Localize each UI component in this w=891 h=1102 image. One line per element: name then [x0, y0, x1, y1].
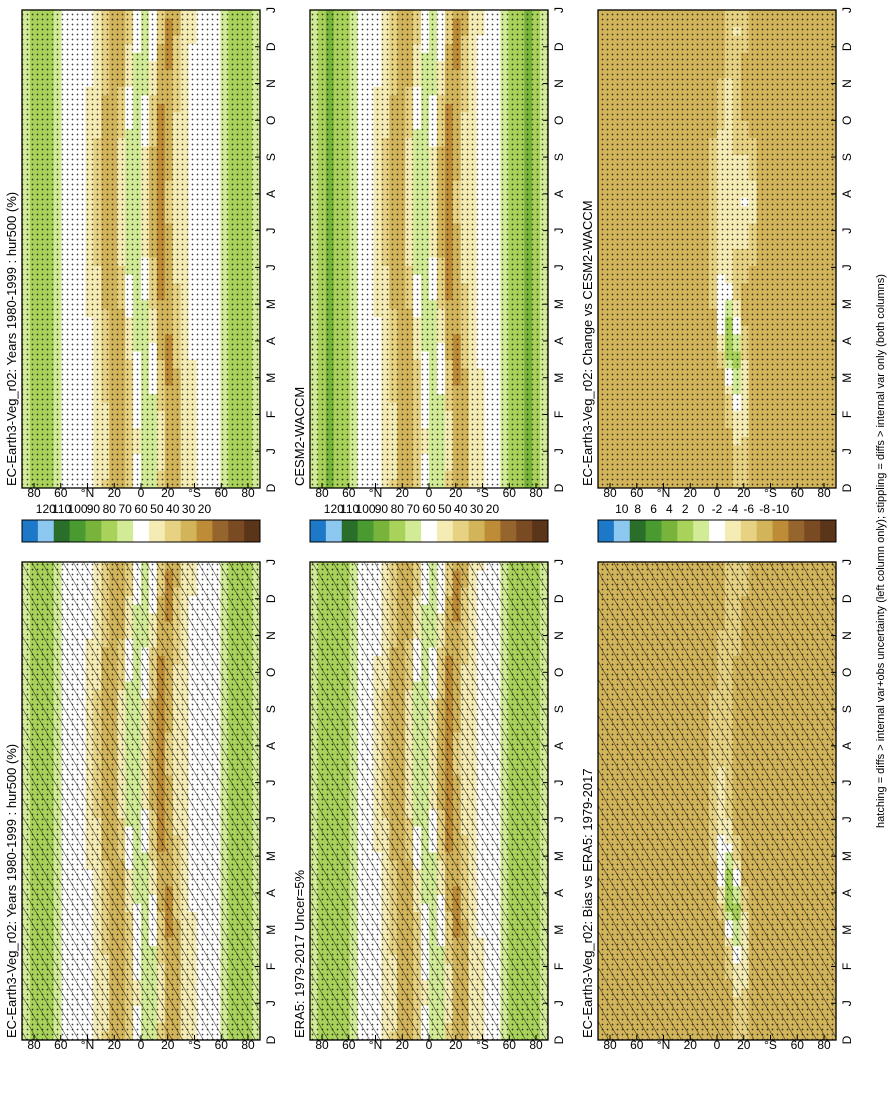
y-tick-label: 80 — [27, 486, 41, 500]
colorbar-swatch — [148, 520, 166, 542]
x-tick-label: J — [264, 1000, 278, 1006]
y-tick-label: 60 — [215, 486, 229, 500]
colorbar-swatch — [133, 520, 150, 542]
colorbar-swatch — [53, 520, 71, 542]
colorbar-swatch — [196, 520, 213, 542]
x-tick-label: S — [264, 705, 278, 713]
y-tick-label: 80 — [241, 486, 255, 500]
x-tick-label: A — [264, 742, 278, 750]
y-tick-label: 60 — [215, 1038, 229, 1052]
x-tick-label: O — [264, 668, 278, 677]
chart-panel-1: EC-Earth3-Veg_r02: Years 1980-1999 : hur… — [4, 502, 278, 1052]
x-tick-label: A — [264, 889, 278, 897]
colorbar-label: 70 — [118, 502, 132, 516]
panel-title: EC-Earth3-Veg_r02: Years 1980-1999 : hur… — [4, 744, 19, 1038]
colorbar-swatch — [69, 520, 86, 542]
x-tick-label: J — [264, 264, 278, 270]
x-tick-label: J — [264, 228, 278, 234]
colorbar-swatch — [85, 520, 102, 542]
x-tick-label: A — [264, 190, 278, 198]
colorbar-swatch — [37, 520, 55, 542]
y-tick-label: °S — [188, 1038, 201, 1052]
y-tick-label: 20 — [108, 486, 122, 500]
x-tick-label: A — [264, 337, 278, 345]
x-tick-label: M — [264, 373, 278, 383]
y-tick-label: 20 — [161, 1038, 175, 1052]
colorbar-label: 90 — [87, 502, 101, 516]
colorbar-swatch — [164, 520, 182, 542]
colorbar-swatch — [180, 520, 198, 542]
x-tick-label: J — [264, 816, 278, 822]
y-tick-label: 20 — [108, 1038, 122, 1052]
colorbar-swatch — [228, 520, 245, 542]
colorbar-swatch — [22, 520, 39, 542]
y-tick-label: 20 — [161, 486, 175, 500]
x-tick-label: M — [264, 299, 278, 309]
chart-panel-2: EC-Earth3-Veg_r02: Years 1980-1999 : hur… — [4, 7, 278, 500]
colorbar-swatch — [244, 520, 261, 542]
y-tick-label: °S — [188, 486, 201, 500]
stippling-overlay — [22, 10, 260, 488]
colorbar-label: 60 — [134, 502, 148, 516]
colorbar-swatch — [212, 520, 229, 542]
colorbar-label: 30 — [182, 502, 196, 516]
x-tick-label: N — [264, 79, 278, 88]
x-tick-label: D — [264, 1035, 278, 1044]
x-tick-label: J — [264, 7, 278, 13]
y-tick-label: 0 — [138, 486, 145, 500]
y-tick-label: 0 — [138, 1038, 145, 1052]
y-tick-label: 60 — [54, 486, 68, 500]
x-tick-label: F — [264, 411, 278, 418]
x-tick-label: J — [264, 780, 278, 786]
y-tick-label: 80 — [241, 1038, 255, 1052]
x-tick-label: F — [264, 963, 278, 970]
y-tick-label: °N — [81, 486, 94, 500]
colorbar-label: 40 — [166, 502, 180, 516]
stippling-overlay — [22, 562, 260, 1040]
rotated-figure: EC-Earth3-Veg_r02: Years 1980-1999 : hur… — [4, 7, 887, 1052]
panel-title: EC-Earth3-Veg_r02: Years 1980-1999 : hur… — [4, 192, 19, 486]
colorbar-swatch — [101, 520, 118, 542]
colorbar-label: 80 — [103, 502, 117, 516]
x-tick-label: M — [264, 851, 278, 861]
colorbar-swatch — [117, 520, 134, 542]
x-tick-label: D — [264, 594, 278, 603]
y-tick-label: 60 — [54, 1038, 68, 1052]
panel-title: ERA5: 1979-2017 Uncer=5% — [292, 870, 307, 1038]
x-tick-label: D — [264, 483, 278, 492]
colorbar-label: 50 — [150, 502, 164, 516]
chart-panel-3: ERA5: 1979-2017 Uncer=5%DJFMAMJJASONDJ80… — [292, 502, 566, 1052]
x-tick-label: J — [264, 559, 278, 565]
x-tick-label: S — [264, 153, 278, 161]
x-tick-label: N — [264, 631, 278, 640]
x-tick-label: O — [264, 116, 278, 125]
y-tick-label: °N — [81, 1038, 94, 1052]
colorbar-label: 100 — [68, 502, 88, 516]
x-tick-label: J — [264, 448, 278, 454]
y-tick-label: 80 — [27, 1038, 41, 1052]
x-tick-label: M — [264, 925, 278, 935]
x-tick-label: D — [264, 42, 278, 51]
colorbar-label: 20 — [198, 502, 212, 516]
